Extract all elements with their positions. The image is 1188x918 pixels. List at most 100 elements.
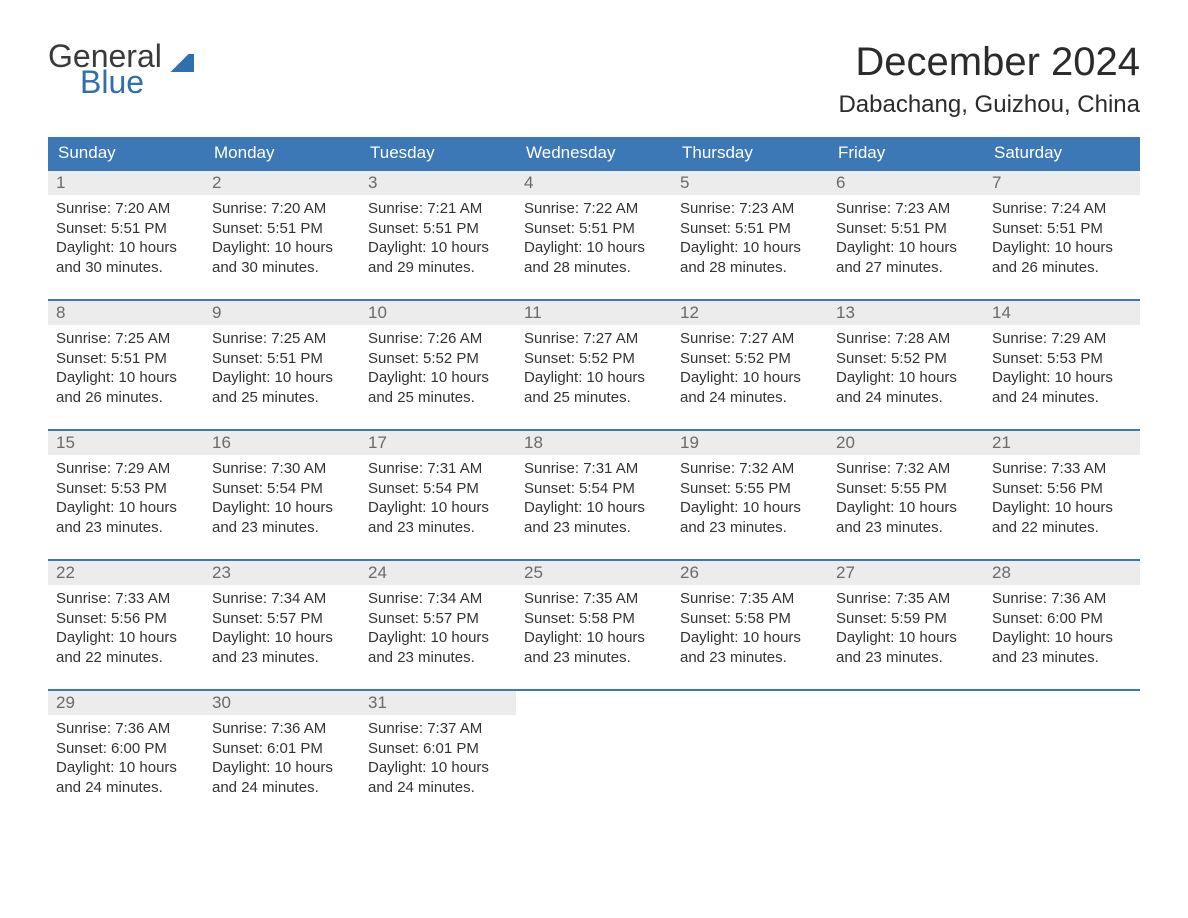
month-title: December 2024 [838,40,1140,85]
day-number: 4 [516,171,672,195]
sunrise-text: Sunrise: 7:27 AM [680,329,820,349]
daylight-line2: and 24 minutes. [836,388,976,408]
logo-text-blue: Blue [80,66,194,98]
day-details: Sunrise: 7:28 AMSunset: 5:52 PMDaylight:… [828,325,984,419]
day-number: 5 [672,171,828,195]
sunrise-text: Sunrise: 7:25 AM [56,329,196,349]
daylight-line1: Daylight: 10 hours [992,368,1132,388]
sunrise-text: Sunrise: 7:36 AM [992,589,1132,609]
day-number: 19 [672,431,828,455]
daylight-line2: and 24 minutes. [368,778,508,798]
daylight-line2: and 23 minutes. [368,518,508,538]
sunset-text: Sunset: 5:51 PM [524,219,664,239]
sunrise-text: Sunrise: 7:24 AM [992,199,1132,219]
calendar-day: 1Sunrise: 7:20 AMSunset: 5:51 PMDaylight… [48,171,204,299]
calendar-day: 3Sunrise: 7:21 AMSunset: 5:51 PMDaylight… [360,171,516,299]
daylight-line2: and 29 minutes. [368,258,508,278]
day-number: 9 [204,301,360,325]
calendar-day: 25Sunrise: 7:35 AMSunset: 5:58 PMDayligh… [516,561,672,689]
day-details: Sunrise: 7:33 AMSunset: 5:56 PMDaylight:… [48,585,204,679]
day-details: Sunrise: 7:37 AMSunset: 6:01 PMDaylight:… [360,715,516,809]
sunset-text: Sunset: 5:54 PM [524,479,664,499]
calendar-day: 31Sunrise: 7:37 AMSunset: 6:01 PMDayligh… [360,691,516,819]
daylight-line2: and 28 minutes. [680,258,820,278]
day-details: Sunrise: 7:36 AMSunset: 6:00 PMDaylight:… [48,715,204,809]
calendar-day [984,691,1140,819]
daylight-line2: and 30 minutes. [212,258,352,278]
daylight-line1: Daylight: 10 hours [836,628,976,648]
title-block: December 2024 Dabachang, Guizhou, China [838,40,1140,119]
daylight-line1: Daylight: 10 hours [992,628,1132,648]
sunset-text: Sunset: 6:00 PM [992,609,1132,629]
daylight-line2: and 23 minutes. [368,648,508,668]
sunset-text: Sunset: 5:51 PM [368,219,508,239]
day-number: 22 [48,561,204,585]
sunset-text: Sunset: 5:52 PM [524,349,664,369]
sunrise-text: Sunrise: 7:32 AM [836,459,976,479]
day-details: Sunrise: 7:27 AMSunset: 5:52 PMDaylight:… [516,325,672,419]
sunset-text: Sunset: 5:56 PM [56,609,196,629]
day-number: 21 [984,431,1140,455]
daylight-line1: Daylight: 10 hours [368,238,508,258]
daylight-line1: Daylight: 10 hours [992,238,1132,258]
daylight-line1: Daylight: 10 hours [56,498,196,518]
sunrise-text: Sunrise: 7:33 AM [992,459,1132,479]
daylight-line2: and 26 minutes. [56,388,196,408]
day-number: 11 [516,301,672,325]
daylight-line1: Daylight: 10 hours [524,238,664,258]
sunrise-text: Sunrise: 7:36 AM [56,719,196,739]
sunset-text: Sunset: 5:54 PM [212,479,352,499]
day-details: Sunrise: 7:35 AMSunset: 5:59 PMDaylight:… [828,585,984,679]
calendar-day: 2Sunrise: 7:20 AMSunset: 5:51 PMDaylight… [204,171,360,299]
sunrise-text: Sunrise: 7:27 AM [524,329,664,349]
calendar-day: 23Sunrise: 7:34 AMSunset: 5:57 PMDayligh… [204,561,360,689]
daylight-line1: Daylight: 10 hours [56,368,196,388]
calendar-week: 29Sunrise: 7:36 AMSunset: 6:00 PMDayligh… [48,689,1140,819]
sunrise-text: Sunrise: 7:25 AM [212,329,352,349]
daylight-line2: and 23 minutes. [212,648,352,668]
daylight-line2: and 23 minutes. [836,648,976,668]
daylight-line2: and 24 minutes. [56,778,196,798]
day-number [516,691,672,695]
daylight-line1: Daylight: 10 hours [680,368,820,388]
sunset-text: Sunset: 5:57 PM [212,609,352,629]
daylight-line2: and 23 minutes. [836,518,976,538]
sunrise-text: Sunrise: 7:23 AM [836,199,976,219]
day-number: 29 [48,691,204,715]
sunset-text: Sunset: 5:51 PM [56,349,196,369]
calendar-day: 24Sunrise: 7:34 AMSunset: 5:57 PMDayligh… [360,561,516,689]
sunrise-text: Sunrise: 7:34 AM [212,589,352,609]
daylight-line2: and 24 minutes. [680,388,820,408]
daylight-line1: Daylight: 10 hours [212,498,352,518]
sunrise-text: Sunrise: 7:34 AM [368,589,508,609]
day-details: Sunrise: 7:36 AMSunset: 6:00 PMDaylight:… [984,585,1140,679]
calendar: SundayMondayTuesdayWednesdayThursdayFrid… [48,137,1140,819]
calendar-week: 22Sunrise: 7:33 AMSunset: 5:56 PMDayligh… [48,559,1140,689]
day-details: Sunrise: 7:23 AMSunset: 5:51 PMDaylight:… [828,195,984,289]
sunrise-text: Sunrise: 7:36 AM [212,719,352,739]
daylight-line2: and 23 minutes. [680,648,820,668]
sunset-text: Sunset: 6:01 PM [212,739,352,759]
day-details: Sunrise: 7:36 AMSunset: 6:01 PMDaylight:… [204,715,360,809]
calendar-day: 11Sunrise: 7:27 AMSunset: 5:52 PMDayligh… [516,301,672,429]
day-number [984,691,1140,695]
sunset-text: Sunset: 5:52 PM [368,349,508,369]
sunset-text: Sunset: 5:59 PM [836,609,976,629]
calendar-day: 21Sunrise: 7:33 AMSunset: 5:56 PMDayligh… [984,431,1140,559]
calendar-week: 1Sunrise: 7:20 AMSunset: 5:51 PMDaylight… [48,169,1140,299]
weeks-container: 1Sunrise: 7:20 AMSunset: 5:51 PMDaylight… [48,169,1140,819]
day-number: 17 [360,431,516,455]
day-details: Sunrise: 7:24 AMSunset: 5:51 PMDaylight:… [984,195,1140,289]
day-number [828,691,984,695]
calendar-day: 20Sunrise: 7:32 AMSunset: 5:55 PMDayligh… [828,431,984,559]
sunset-text: Sunset: 5:51 PM [212,349,352,369]
daylight-line1: Daylight: 10 hours [680,238,820,258]
daylight-line1: Daylight: 10 hours [212,758,352,778]
sunrise-text: Sunrise: 7:29 AM [56,459,196,479]
daylight-line2: and 23 minutes. [680,518,820,538]
logo: General Blue [48,40,194,98]
calendar-day: 30Sunrise: 7:36 AMSunset: 6:01 PMDayligh… [204,691,360,819]
sunrise-text: Sunrise: 7:37 AM [368,719,508,739]
sunset-text: Sunset: 5:54 PM [368,479,508,499]
day-details: Sunrise: 7:35 AMSunset: 5:58 PMDaylight:… [672,585,828,679]
